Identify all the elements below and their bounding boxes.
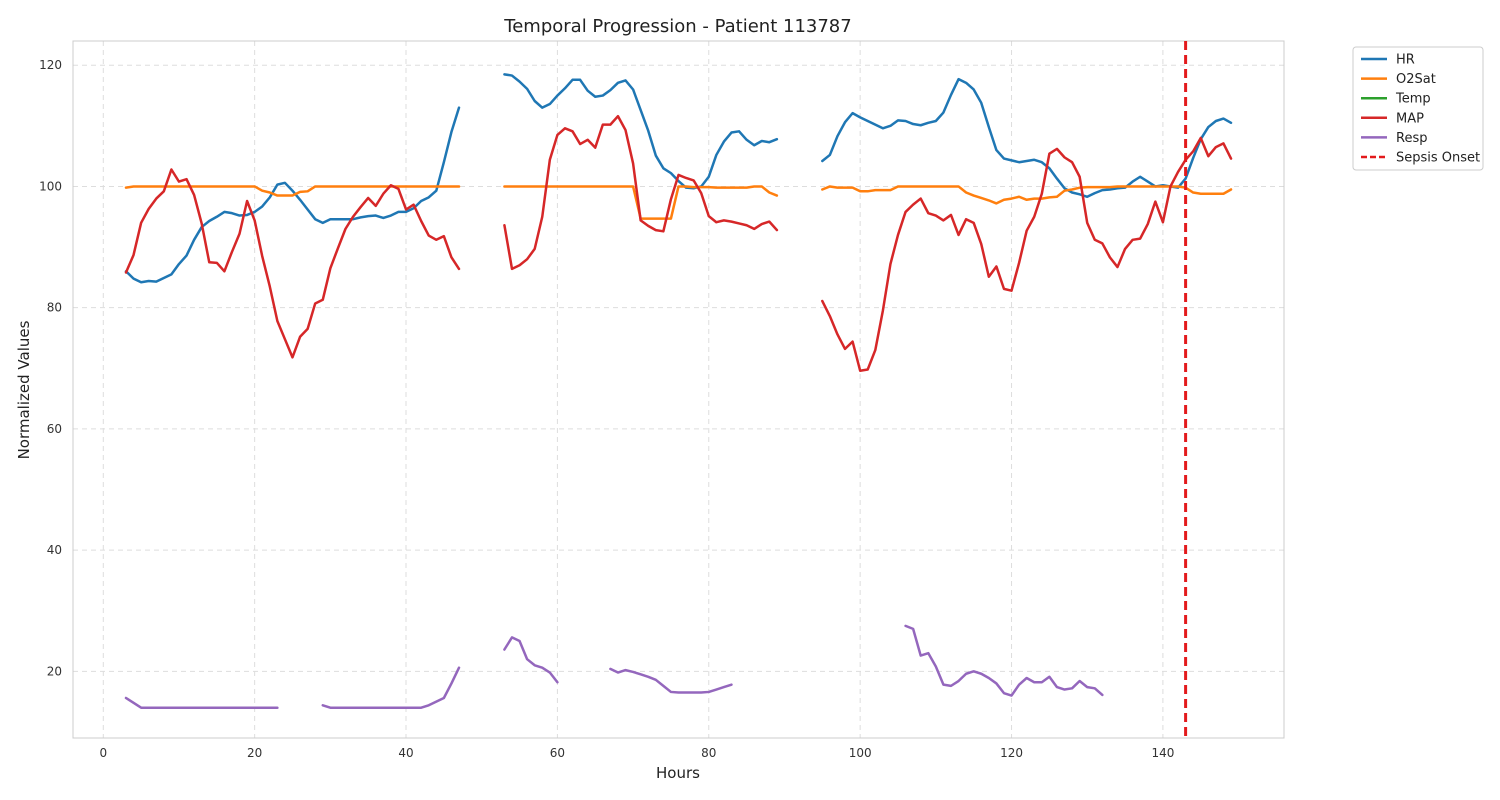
x-tick-label: 20 <box>247 746 262 760</box>
resp-line-segment <box>503 636 559 684</box>
resp-line-segment <box>904 624 1104 697</box>
series-resp <box>124 624 1104 709</box>
hr-line-segment <box>124 106 461 284</box>
resp-line-segment <box>124 696 279 709</box>
legend: HR O2Sat Temp MAP Resp Sepsis Onset <box>1352 46 1484 171</box>
x-tick-label: 40 <box>398 746 413 760</box>
grid <box>73 41 1284 738</box>
x-tick-label: 120 <box>1000 746 1023 760</box>
legend-label-resp: Resp <box>1396 131 1427 146</box>
x-tick-label: 80 <box>701 746 716 760</box>
map-line-segment <box>503 114 779 271</box>
legend-label-o2sat: O2Sat <box>1396 72 1436 87</box>
y-tick-label: 80 <box>47 301 62 315</box>
x-tick-label: 60 <box>550 746 565 760</box>
y-tick-label: 120 <box>39 58 62 72</box>
plot-area <box>72 40 1285 739</box>
resp-line-segment <box>321 666 461 709</box>
x-axis-title: Hours <box>656 764 700 782</box>
tick-labels: 0 20 40 60 80 100 120 140 20 40 60 80 100 120 <box>39 58 1174 760</box>
legend-label-temp: Temp <box>1395 92 1431 107</box>
map-line-segment <box>124 168 461 359</box>
series-lines <box>124 73 1233 709</box>
x-tick-label: 0 <box>99 746 107 760</box>
legend-label-map: MAP <box>1396 111 1424 126</box>
y-tick-label: 20 <box>47 664 62 678</box>
o2sat-line-segment <box>124 185 461 197</box>
x-tick-label: 140 <box>1151 746 1174 760</box>
y-tick-label: 60 <box>47 422 62 436</box>
y-axis-title: Normalized Values <box>15 320 33 459</box>
y-tick-label: 100 <box>39 179 62 193</box>
chart-title: Temporal Progression - Patient 113787 <box>503 16 851 37</box>
x-tick-label: 100 <box>849 746 872 760</box>
legend-label-sepsis-onset: Sepsis Onset <box>1396 151 1480 166</box>
o2sat-line-segment <box>821 185 1233 205</box>
resp-line-segment <box>609 667 733 694</box>
y-tick-label: 40 <box>47 543 62 557</box>
series-map <box>124 114 1233 372</box>
legend-label-hr: HR <box>1396 53 1415 68</box>
hr-line-segment <box>503 73 779 190</box>
map-line-segment <box>821 136 1233 372</box>
